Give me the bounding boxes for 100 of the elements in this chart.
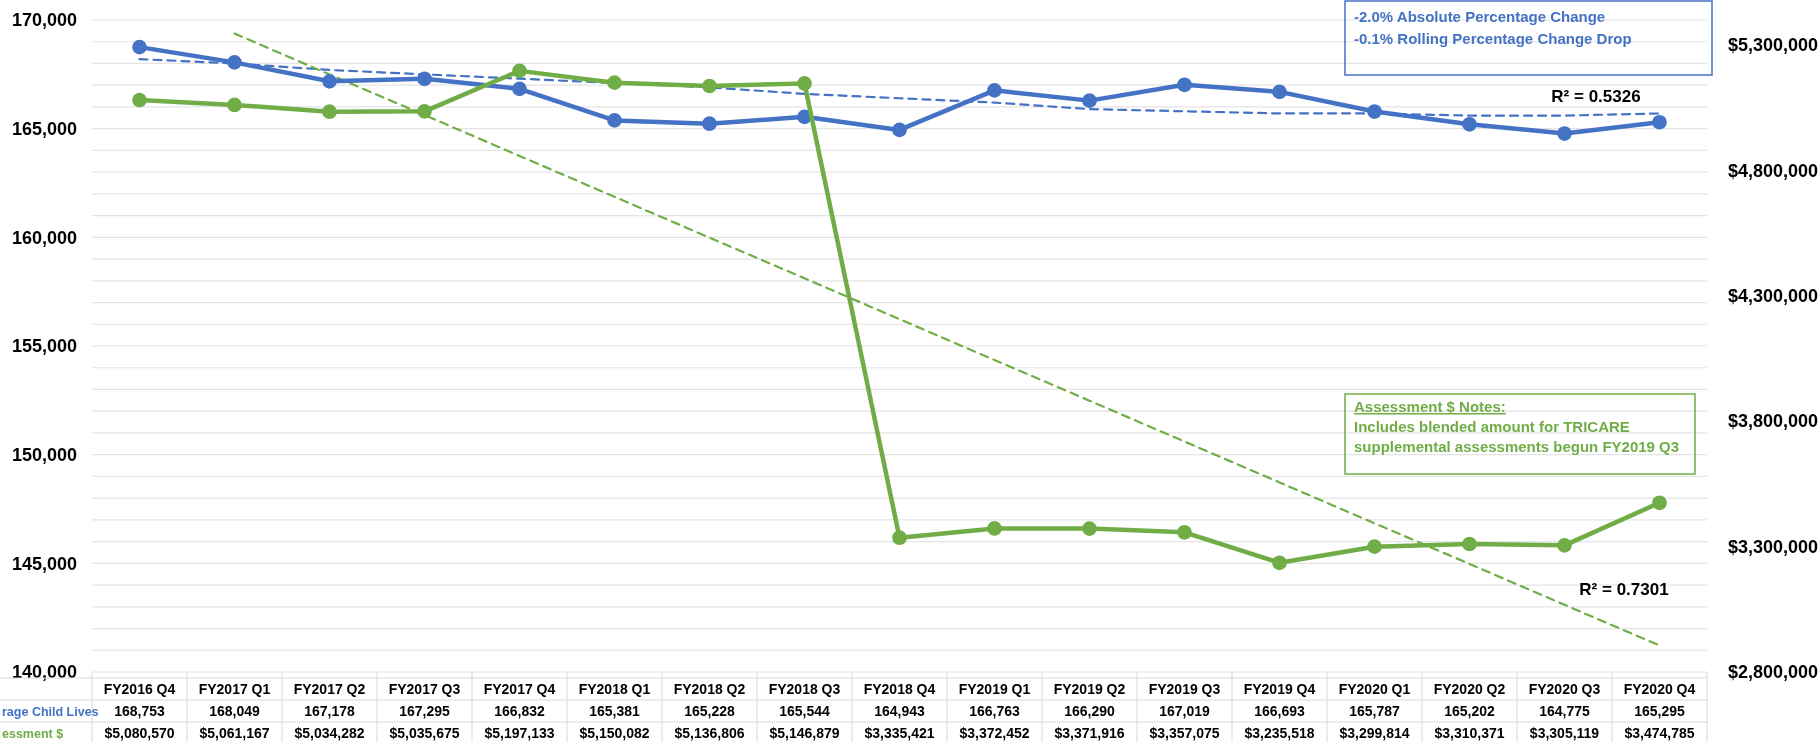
data-label: $5,061,167 xyxy=(199,725,270,741)
y2-tick-label: $3,800,000 xyxy=(1728,411,1818,432)
x-tick-label: FY2018 Q4 xyxy=(863,681,936,697)
data-label: 166,832 xyxy=(494,703,546,719)
x-tick-label: FY2017 Q3 xyxy=(388,681,461,697)
data-label: 165,381 xyxy=(589,703,641,719)
point xyxy=(227,55,242,70)
data-label: 167,178 xyxy=(304,703,356,719)
data-label: $5,146,879 xyxy=(769,725,840,741)
data-label: $5,136,806 xyxy=(674,725,745,741)
data-label: $3,372,452 xyxy=(959,725,1030,741)
y-tick-label: 140,000 xyxy=(11,662,77,683)
x-tick-label: FY2017 Q4 xyxy=(483,681,556,697)
y-tick-label: 165,000 xyxy=(11,118,77,139)
data-label: $3,371,916 xyxy=(1054,725,1125,741)
point xyxy=(607,113,622,128)
y-tick-label: 155,000 xyxy=(11,336,77,357)
x-tick-label: FY2019 Q3 xyxy=(1148,681,1221,697)
point xyxy=(322,73,337,89)
y-tick-label: 160,000 xyxy=(11,227,77,248)
annotation: -2.0% Absolute Percentage Change xyxy=(1354,8,1606,25)
point xyxy=(1272,555,1287,571)
point xyxy=(1082,521,1097,536)
point xyxy=(1462,536,1477,552)
data-label: 168,753 xyxy=(114,703,166,719)
data-label: $5,197,133 xyxy=(484,725,555,741)
point xyxy=(987,83,1002,98)
point xyxy=(227,97,242,113)
y-tick-label: 145,000 xyxy=(11,553,77,574)
data-label: $3,335,421 xyxy=(864,725,935,741)
point xyxy=(797,76,812,91)
data-label: $3,474,785 xyxy=(1624,725,1695,741)
y2-tick-label: $4,300,000 xyxy=(1728,286,1818,307)
data-label: 166,693 xyxy=(1254,703,1306,719)
y2-tick-label: $5,300,000 xyxy=(1728,35,1818,56)
x-tick-label: FY2018 Q1 xyxy=(578,681,651,697)
data-label: 165,295 xyxy=(1634,703,1686,719)
y-tick-label: 170,000 xyxy=(11,10,77,31)
point xyxy=(132,39,147,55)
x-tick-label: FY2020 Q2 xyxy=(1433,681,1506,697)
annotation: Assessment $ Notes: xyxy=(1354,398,1506,415)
x-tick-label: FY2018 Q3 xyxy=(768,681,841,697)
point xyxy=(322,104,337,120)
x-tick-label: FY2019 Q2 xyxy=(1053,681,1126,697)
x-tick-label: FY2020 Q4 xyxy=(1623,681,1696,697)
point xyxy=(702,116,717,132)
data-label: $5,034,282 xyxy=(294,725,365,741)
data-label: 165,202 xyxy=(1444,703,1496,719)
point xyxy=(892,530,907,546)
data-label: $3,310,371 xyxy=(1434,725,1505,741)
x-tick-label: FY2016 Q4 xyxy=(103,681,176,697)
point xyxy=(1177,77,1192,93)
point xyxy=(1652,114,1667,130)
x-tick-label: FY2019 Q4 xyxy=(1243,681,1316,697)
point xyxy=(417,71,432,87)
data-label: $3,299,814 xyxy=(1339,725,1410,741)
data-label: 165,787 xyxy=(1349,703,1401,719)
point xyxy=(1082,93,1097,108)
data-label: 166,763 xyxy=(969,703,1021,719)
point xyxy=(987,521,1002,536)
point xyxy=(1367,104,1382,119)
y2-tick-label: $3,300,000 xyxy=(1728,536,1818,557)
annotation: -0.1% Rolling Percentage Change Drop xyxy=(1354,30,1632,47)
data-label: 164,775 xyxy=(1539,703,1591,719)
data-label: 165,228 xyxy=(684,703,736,719)
point xyxy=(1177,524,1192,540)
point xyxy=(512,81,527,97)
point xyxy=(1462,116,1477,132)
point xyxy=(1557,537,1572,553)
data-label: $5,035,675 xyxy=(389,725,460,741)
point xyxy=(702,78,717,94)
point xyxy=(512,63,527,79)
x-tick-label: FY2018 Q2 xyxy=(673,681,746,697)
data-label: $5,150,082 xyxy=(579,725,650,741)
x-tick-label: FY2017 Q1 xyxy=(198,681,271,697)
point xyxy=(132,92,147,108)
text: essment $ xyxy=(2,727,64,741)
annotation: Includes blended amount for TRICARE xyxy=(1354,418,1630,435)
point xyxy=(1652,495,1667,511)
annotation: R² = 0.7301 xyxy=(1579,580,1669,599)
data-label: 168,049 xyxy=(209,703,261,719)
x-tick-label: FY2020 Q3 xyxy=(1528,681,1601,697)
point xyxy=(1367,539,1382,554)
point xyxy=(1557,126,1572,141)
data-label: $3,305,119 xyxy=(1529,725,1600,741)
data-label: 165,544 xyxy=(779,703,831,719)
data-label: $3,235,518 xyxy=(1244,725,1315,741)
x-tick-label: FY2019 Q1 xyxy=(958,681,1031,697)
data-label: 167,019 xyxy=(1159,703,1211,719)
point xyxy=(892,122,907,138)
point xyxy=(417,104,432,119)
x-tick-label: FY2017 Q2 xyxy=(293,681,366,697)
data-label: $3,357,075 xyxy=(1149,725,1220,741)
annotation: supplemental assessments begun FY2019 Q3 xyxy=(1354,438,1680,455)
y-tick-label: 150,000 xyxy=(11,444,77,465)
data-label: $5,080,570 xyxy=(104,725,175,741)
y2-tick-label: $4,800,000 xyxy=(1728,160,1818,181)
point xyxy=(607,75,622,91)
y2-tick-label: $2,800,000 xyxy=(1728,662,1818,683)
annotation: R² = 0.5326 xyxy=(1551,87,1641,106)
